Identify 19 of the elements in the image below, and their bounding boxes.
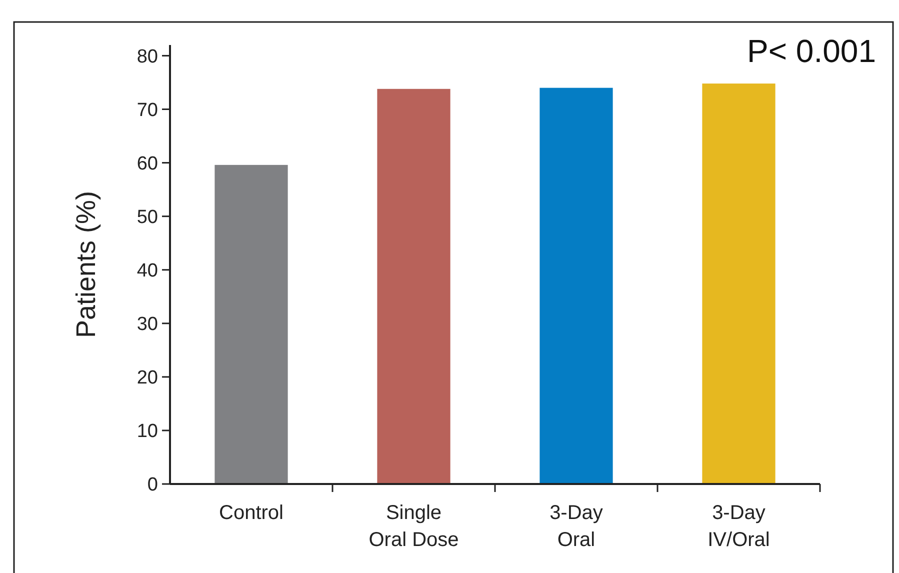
- x-tick-label: Control: [219, 502, 284, 524]
- bar: [377, 88, 450, 484]
- y-tick-label: 70: [136, 100, 158, 121]
- y-tick-label: 10: [136, 421, 158, 442]
- y-tick-label: 30: [136, 314, 158, 336]
- x-tick-label: Single Oral Dose: [368, 502, 459, 551]
- y-tick-label: 0: [147, 474, 158, 496]
- y-tick-label: 50: [136, 206, 158, 228]
- bar: [214, 164, 288, 484]
- y-axis-title: Patients (%): [71, 190, 101, 338]
- y-tick-label: 40: [136, 260, 158, 282]
- y-tick-label: 80: [136, 46, 158, 68]
- x-tick-label: 3-Day Oral: [550, 502, 603, 551]
- annotation: P< 0.001: [747, 33, 876, 69]
- x-tick-label: 3-Day IV/Oral: [708, 502, 770, 551]
- bar: [540, 88, 613, 484]
- y-tick-label: 60: [136, 153, 158, 174]
- bar: [702, 84, 776, 484]
- y-tick-label: 20: [136, 368, 158, 389]
